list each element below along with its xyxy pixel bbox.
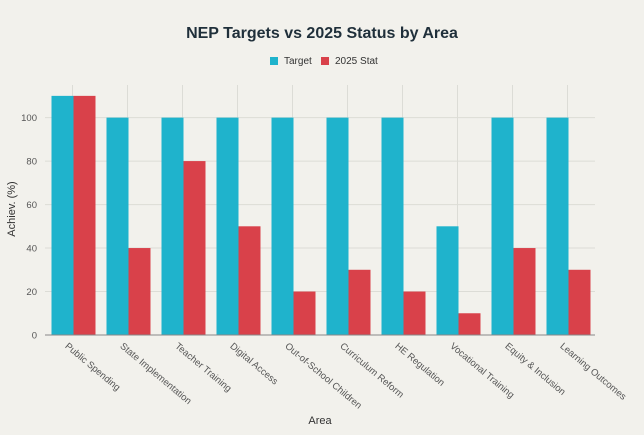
- y-tick-label: 80: [26, 157, 37, 168]
- legend-label-1[interactable]: 2025 Stat: [335, 56, 378, 67]
- bar-status-7[interactable]: [458, 313, 481, 335]
- bar-target-1[interactable]: [106, 117, 129, 335]
- x-tick-label: Public Spending: [63, 341, 123, 394]
- bar-target-2[interactable]: [161, 117, 184, 335]
- y-ticks: 0 20 40 60 80 100: [21, 113, 37, 341]
- legend-label-0[interactable]: Target: [284, 56, 312, 67]
- x-tick-label: Learning Outcomes: [558, 341, 629, 403]
- bar-status-9[interactable]: [568, 269, 591, 335]
- bar-status-1[interactable]: [128, 248, 151, 335]
- bars: [51, 95, 591, 335]
- bar-status-3[interactable]: [238, 226, 261, 335]
- legend-swatch-1: [321, 57, 329, 65]
- x-tick-label: Teacher Training: [173, 341, 234, 395]
- legend: Target 2025 Stat: [270, 56, 378, 67]
- y-tick-label: 100: [21, 113, 37, 124]
- bar-target-4[interactable]: [271, 117, 294, 335]
- x-tick-label: HE Regulation: [393, 341, 447, 389]
- legend-swatch-0: [270, 57, 278, 65]
- bar-status-4[interactable]: [293, 291, 316, 335]
- chart-title: NEP Targets vs 2025 Status by Area: [186, 25, 458, 42]
- bar-target-5[interactable]: [326, 117, 349, 335]
- bar-status-0[interactable]: [73, 95, 96, 335]
- bar-target-6[interactable]: [381, 117, 404, 335]
- bar-status-6[interactable]: [403, 291, 426, 335]
- bar-status-2[interactable]: [183, 161, 206, 335]
- bar-target-8[interactable]: [491, 117, 514, 335]
- x-tick-label: Digital Access: [228, 341, 281, 388]
- bar-status-8[interactable]: [513, 248, 536, 335]
- bar-target-0[interactable]: [51, 95, 74, 335]
- bar-target-9[interactable]: [546, 117, 569, 335]
- y-tick-label: 60: [26, 200, 37, 211]
- bar-target-3[interactable]: [216, 117, 239, 335]
- bar-status-5[interactable]: [348, 269, 371, 335]
- bar-target-7[interactable]: [436, 226, 459, 335]
- x-axis-label: Area: [308, 415, 332, 427]
- y-tick-label: 40: [26, 244, 37, 255]
- y-tick-label: 0: [32, 331, 37, 342]
- y-axis-label: Achiev. (%): [6, 181, 18, 236]
- y-tick-label: 20: [26, 287, 37, 298]
